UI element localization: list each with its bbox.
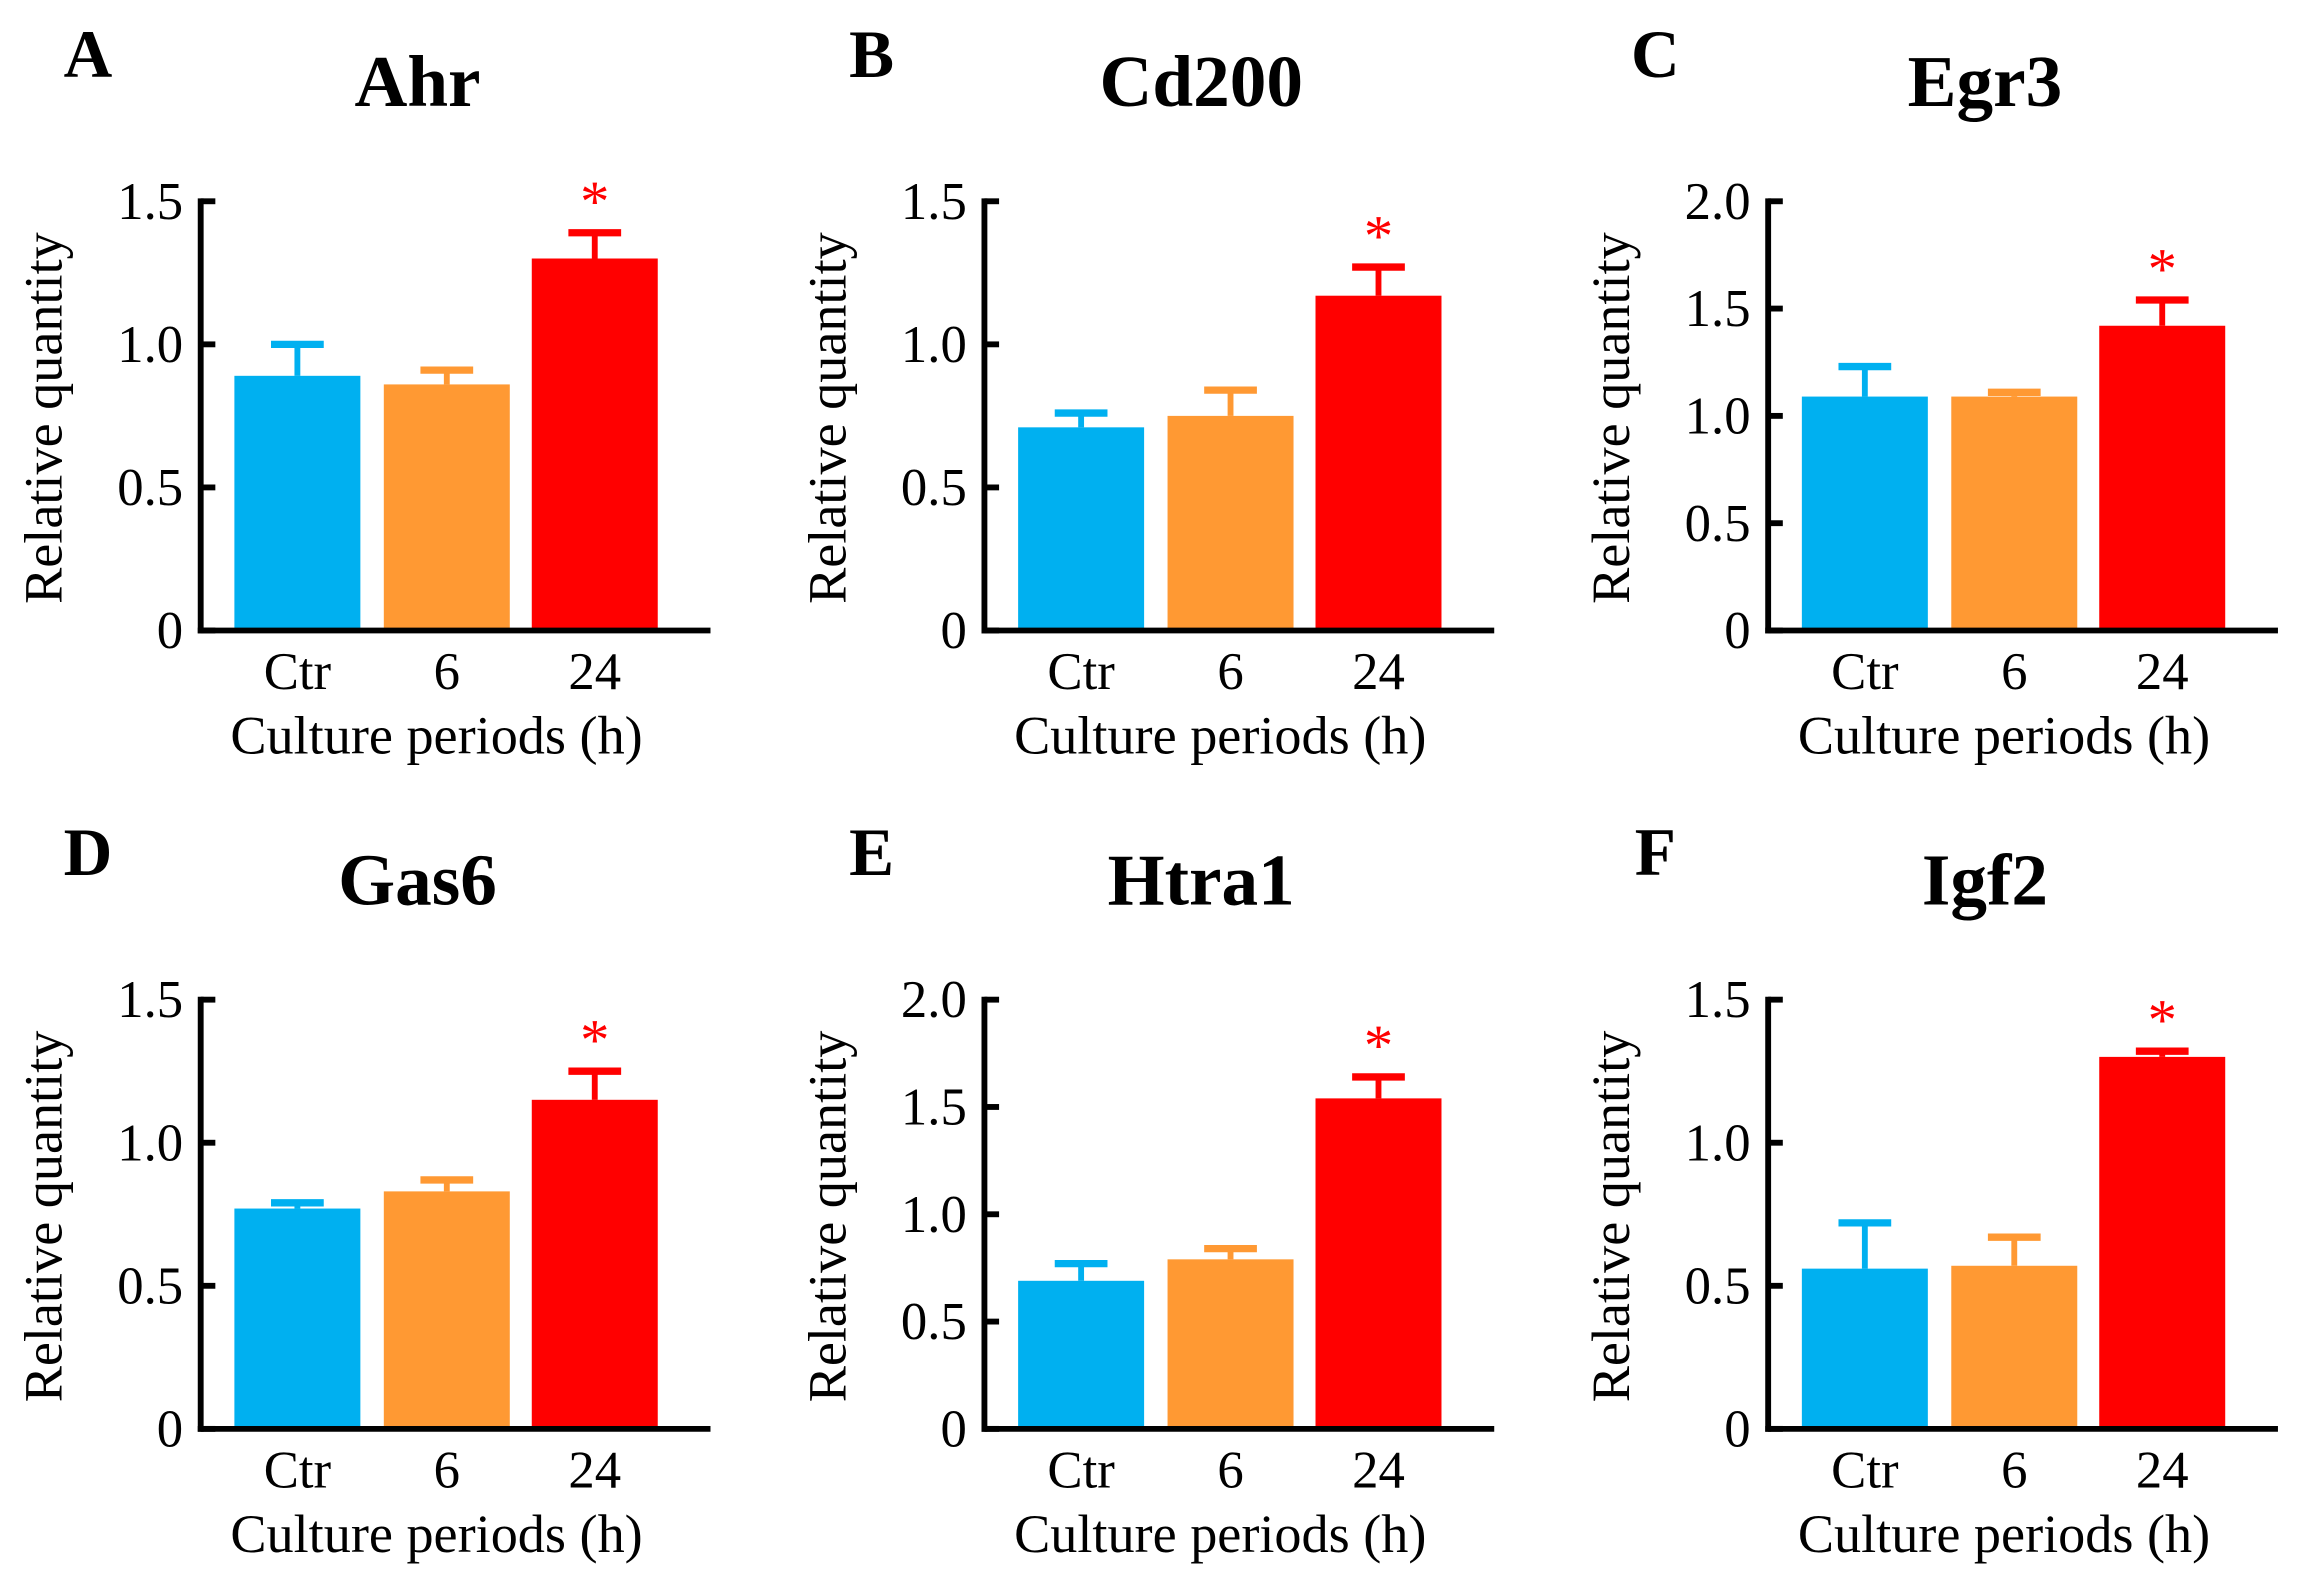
y-tick-label: 1.0: [1685, 387, 1751, 445]
x-axis-label: Culture periods (h): [230, 1504, 642, 1564]
y-tick-label: 2.0: [901, 971, 967, 1029]
y-tick-label: 1.0: [901, 1186, 967, 1244]
y-axis-label: Relative quantity: [14, 1031, 74, 1403]
bar-6: [383, 384, 510, 631]
y-tick-label: 0.5: [901, 459, 967, 517]
chart-title: Egr3: [1908, 41, 2063, 122]
panel-letter: B: [849, 17, 894, 92]
bar-6: [1167, 1259, 1294, 1429]
x-tick-label: Ctr: [1047, 1441, 1115, 1499]
y-tick-label: 1.5: [117, 971, 183, 1029]
y-tick-label: 0: [940, 602, 966, 660]
x-tick-label: 6: [434, 643, 460, 701]
x-tick-label: 24: [568, 643, 621, 701]
y-tick-label: 0.5: [117, 459, 183, 517]
x-tick-label: Ctr: [1047, 643, 1115, 701]
y-tick-label: 1.0: [901, 316, 967, 374]
x-axis-label: Culture periods (h): [1798, 706, 2210, 766]
chart-title: Cd200: [1100, 41, 1303, 122]
x-tick-label: 6: [434, 1441, 460, 1499]
chart-title: Ahr: [354, 41, 480, 122]
y-tick-label: 1.5: [1685, 971, 1751, 1029]
y-tick-label: 0: [157, 1400, 183, 1458]
panel-letter: E: [849, 815, 894, 890]
y-tick-label: 1.0: [1685, 1114, 1751, 1172]
significance-marker: *: [2148, 987, 2177, 1052]
chart-panel-d: D Gas6 Ctr 6 * 24 0 0.5 1.0 1.5 Culture periods (h…: [14, 815, 711, 1564]
y-tick-label: 1.5: [901, 173, 967, 231]
chart-panel-f: F Igf2 Ctr 6 * 24 0 0.5 1.0 1.5 Culture periods (h…: [1581, 815, 2278, 1564]
significance-marker: *: [1364, 1013, 1393, 1078]
y-axis-label: Relative quantity: [797, 1031, 857, 1403]
significance-marker: *: [1364, 203, 1393, 268]
bar-24: [1315, 295, 1442, 631]
x-axis-label: Culture periods (h): [1798, 1504, 2210, 1564]
bar-6: [1951, 396, 2078, 631]
x-tick-label: Ctr: [264, 1441, 332, 1499]
chart-panel-e: E Htra1 Ctr 6 * 24 0 0.5 1.0 1.5 2.0 Culture period…: [797, 815, 1495, 1564]
x-tick-label: Ctr: [1831, 643, 1899, 701]
x-tick-label: Ctr: [264, 643, 332, 701]
bar-6: [1951, 1265, 2078, 1429]
x-axis-label: Culture periods (h): [230, 706, 642, 766]
x-tick-label: 6: [1217, 643, 1243, 701]
chart-title: Gas6: [338, 839, 497, 920]
y-tick-label: 1.5: [1685, 280, 1751, 338]
bar-6: [383, 1191, 510, 1429]
significance-marker: *: [580, 169, 609, 234]
y-axis-label: Relative quantity: [14, 232, 74, 604]
bar-ctr: [1801, 1268, 1928, 1429]
y-axis-label: Relative quantity: [797, 232, 857, 604]
x-tick-label: 6: [1217, 1441, 1243, 1499]
x-axis-label: Culture periods (h): [1014, 1504, 1426, 1564]
chart-title: Igf2: [1922, 839, 2048, 920]
y-tick-label: 0: [940, 1400, 966, 1458]
y-axis-label: Relative quantity: [1581, 232, 1641, 604]
bar-24: [531, 1099, 658, 1429]
bar-24: [2099, 1056, 2226, 1429]
bar-6: [1167, 415, 1294, 631]
bar-24: [531, 258, 658, 631]
x-tick-label: 24: [2136, 1441, 2189, 1499]
chart-panel-b: B Cd200 Ctr 6 * 24 0 0.5 1.0 1.5 Culture periods (…: [797, 17, 1495, 766]
bar-ctr: [1018, 427, 1145, 631]
chart-panel-c: C Egr3 Ctr 6 * 24 0 0.5 1.0 1.5 2.0 Culture periods…: [1581, 17, 2278, 766]
chart-panel-a: A Ahr Ctr 6 * 24 0 0.5 1.0 1.5 Culture periods (h)…: [14, 17, 711, 766]
y-tick-label: 1.0: [117, 1114, 183, 1172]
y-tick-label: 1.5: [117, 173, 183, 231]
bar-24: [1315, 1098, 1442, 1429]
x-tick-label: 24: [1352, 643, 1405, 701]
x-axis-label: Culture periods (h): [1014, 706, 1426, 766]
bar-ctr: [1018, 1280, 1145, 1429]
y-tick-label: 0.5: [1685, 495, 1751, 553]
bar-24: [2099, 325, 2226, 631]
y-tick-label: 1.5: [901, 1079, 967, 1137]
y-tick-label: 0.5: [1685, 1257, 1751, 1315]
panel-letter: A: [64, 17, 113, 92]
significance-marker: *: [2148, 236, 2177, 301]
bar-ctr: [1801, 396, 1928, 631]
bar-ctr: [234, 375, 361, 631]
y-tick-label: 1.0: [117, 316, 183, 374]
panel-letter: D: [64, 815, 113, 890]
x-tick-label: 6: [2001, 1441, 2027, 1499]
y-tick-label: 0.5: [117, 1257, 183, 1315]
x-tick-label: Ctr: [1831, 1441, 1899, 1499]
chart-title: Htra1: [1108, 839, 1295, 920]
y-tick-label: 2.0: [1685, 173, 1751, 231]
bar-ctr: [234, 1208, 361, 1429]
y-tick-label: 0: [1724, 602, 1750, 660]
panel-letter: F: [1635, 815, 1676, 890]
significance-marker: *: [580, 1007, 609, 1072]
x-tick-label: 6: [2001, 643, 2027, 701]
panel-letter: C: [1631, 17, 1680, 92]
y-axis-label: Relative quantity: [1581, 1031, 1641, 1403]
x-tick-label: 24: [2136, 643, 2189, 701]
x-tick-label: 24: [1352, 1441, 1405, 1499]
x-tick-label: 24: [568, 1441, 621, 1499]
y-tick-label: 0.5: [901, 1293, 967, 1351]
y-tick-label: 0: [1724, 1400, 1750, 1458]
y-tick-label: 0: [157, 602, 183, 660]
